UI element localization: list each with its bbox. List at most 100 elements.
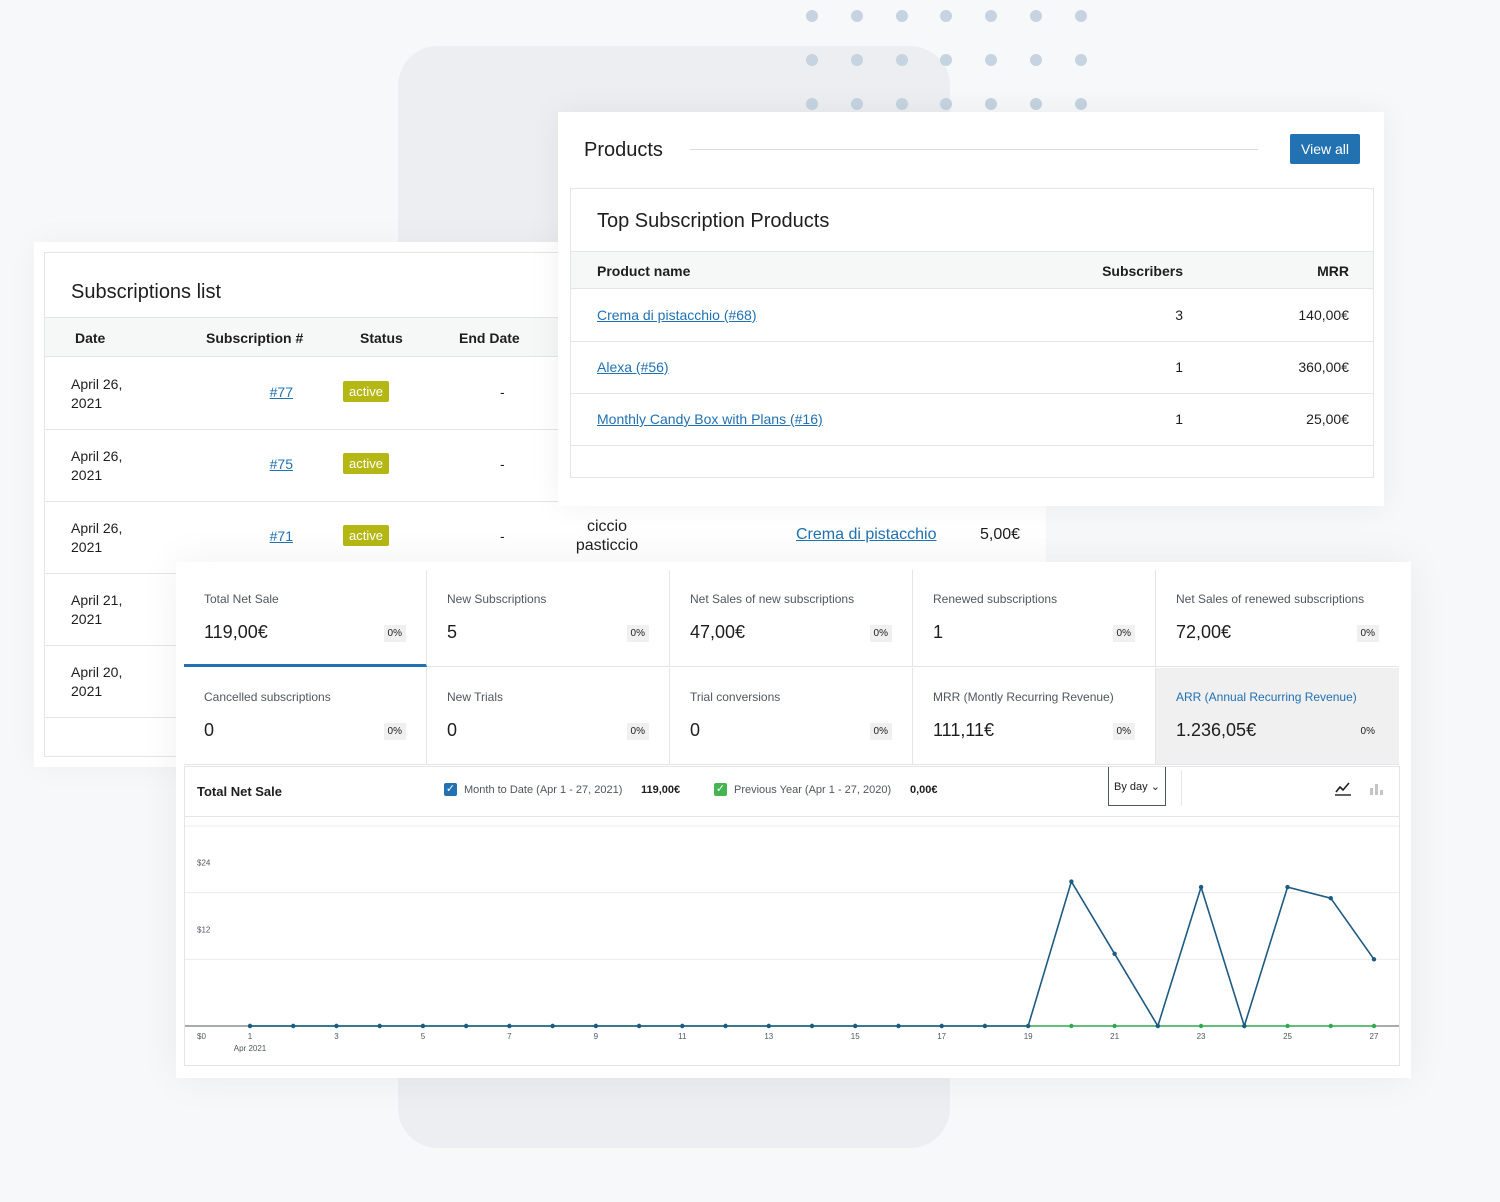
y-tick-label: $24 [197, 859, 211, 868]
data-point-current [334, 1023, 339, 1029]
table-row: Alexa (#56) 1 360,00€ [571, 341, 1373, 394]
stat-label: Trial conversions [690, 690, 781, 704]
x-tick-label: 7 [507, 1032, 512, 1041]
series-line-current [250, 879, 1375, 1029]
data-point-current [766, 1023, 771, 1029]
line-chart-icon[interactable] [1334, 780, 1352, 801]
checkbox-previous-period[interactable]: ✓ [714, 783, 727, 796]
end-date: - [500, 528, 505, 544]
product-link[interactable]: Monthly Candy Box with Plans (#16) [597, 411, 823, 427]
x-tick-label: 23 [1197, 1032, 1206, 1041]
stat-label: Total Net Sale [204, 592, 279, 606]
decorative-dot [895, 54, 908, 66]
legend-current-label: Month to Date (Apr 1 - 27, 2021) [464, 784, 623, 796]
stat-change: 0% [869, 625, 892, 642]
stat-mrr[interactable]: MRR (Montly Recurring Revenue) 111,11€ 0… [913, 668, 1156, 765]
product-link[interactable]: Crema di pistacchio (#68) [597, 307, 757, 323]
data-point-previous [1069, 1023, 1074, 1029]
stat-new-subscriptions[interactable]: New Subscriptions 5 0% [427, 570, 670, 667]
stat-total-net-sale[interactable]: Total Net Sale 119,00€ 0% [184, 570, 427, 667]
data-point-current [1155, 1023, 1161, 1029]
column-date: Date [75, 330, 106, 346]
stat-change: 0% [383, 723, 406, 740]
stat-net-sales-renewed[interactable]: Net Sales of renewed subscriptions 72,00… [1156, 570, 1399, 667]
data-point-current [1242, 1023, 1247, 1029]
interval-select[interactable]: By day ⌄ [1108, 766, 1166, 806]
toolbar-divider [1181, 770, 1182, 806]
row-date: April 26, 2021 [71, 448, 123, 483]
subscriptions-list-panel: Subscriptions list Date Subscription # S… [44, 252, 634, 757]
chart-title: Total Net Sale [197, 784, 283, 799]
checkbox-current-period[interactable]: ✓ [444, 783, 457, 796]
decorative-dot [1030, 54, 1042, 66]
stat-label: New Trials [447, 690, 504, 704]
data-point-previous [1285, 1023, 1290, 1029]
view-all-button[interactable]: View all [1290, 134, 1360, 164]
column-subscribers: Subscribers [1102, 263, 1183, 279]
decorative-dot [985, 54, 998, 66]
decorative-dot [940, 98, 953, 110]
subscription-amount: 5,00€ [980, 526, 1021, 543]
stat-value: 0 [204, 720, 215, 740]
analytics-card: Total Net Sale 119,00€ 0% New Subscripti… [176, 562, 1411, 1078]
stat-renewed-subscriptions[interactable]: Renewed subscriptions 1 0% [913, 570, 1156, 667]
status-badge: active [343, 525, 389, 546]
stat-new-trials[interactable]: New Trials 0 0% [427, 668, 670, 765]
x-tick-label: 19 [1024, 1032, 1033, 1041]
stat-change: 0% [1360, 726, 1375, 737]
stat-label: Renewed subscriptions [933, 592, 1058, 606]
data-point-current [1198, 884, 1204, 890]
bar-chart-icon[interactable] [1368, 780, 1384, 801]
net-sale-line-chart: $0$12$24$3613579111315171921232527Apr 20… [184, 825, 1400, 1053]
product-mrr: 360,00€ [1298, 359, 1349, 375]
data-point-current [593, 1023, 599, 1029]
data-point-current [982, 1023, 988, 1029]
subscription-link[interactable]: #77 [269, 384, 293, 400]
x-month-label: Apr 2021 [234, 1044, 267, 1053]
product-link[interactable]: Alexa (#56) [597, 359, 669, 375]
column-mrr: MRR [1317, 263, 1349, 279]
data-point-current [247, 1023, 253, 1029]
stat-change: 0% [869, 723, 892, 740]
data-point-current [1285, 884, 1290, 890]
products-table-header: Product name Subscribers MRR [571, 251, 1373, 289]
product-mrr: 140,00€ [1298, 307, 1349, 323]
data-point-current [1025, 1023, 1031, 1029]
subscription-link[interactable]: #71 [269, 528, 293, 544]
data-point-current [1069, 879, 1074, 884]
subscribers-count: 1 [1175, 359, 1183, 375]
stat-arr[interactable]: ARR (Annual Recurring Revenue) 1.236,05€… [1156, 668, 1399, 765]
stat-label: Net Sales of renewed subscriptions [1176, 592, 1365, 606]
table-row: April 26, 2021 #75 active - [45, 429, 634, 502]
stat-net-sales-new[interactable]: Net Sales of new subscriptions 47,00€ 0% [670, 570, 913, 667]
x-tick-label: 11 [678, 1032, 687, 1041]
decorative-dot [806, 98, 818, 110]
column-status: Status [360, 330, 403, 346]
stat-label: ARR (Annual Recurring Revenue) [1176, 690, 1357, 704]
stats-grid: Total Net Sale 119,00€ 0% New Subscripti… [184, 570, 1400, 766]
top-products-panel: Top Subscription Products Product name S… [570, 188, 1374, 478]
data-point-previous [1371, 1023, 1377, 1029]
decorative-dot [850, 10, 863, 22]
stat-cancelled-subscriptions[interactable]: Cancelled subscriptions 0 0% [184, 668, 427, 765]
subscription-link[interactable]: #75 [269, 456, 293, 472]
data-point-current [291, 1023, 296, 1029]
stat-trial-conversions[interactable]: Trial conversions 0 0% [670, 668, 913, 765]
data-point-current [420, 1023, 426, 1029]
decorative-dot [895, 98, 908, 110]
data-point-current [1371, 957, 1377, 962]
y-tick-label: $12 [197, 925, 211, 934]
subscriptions-list-title: Subscriptions list [71, 281, 222, 303]
stat-label: Cancelled subscriptions [204, 690, 331, 704]
x-tick-label: 5 [421, 1032, 426, 1041]
decorative-dot [1030, 98, 1042, 110]
product-link[interactable]: Crema di pistacchio [796, 526, 937, 543]
data-point-current [809, 1023, 815, 1029]
subscribers-count: 1 [1175, 411, 1183, 427]
decorative-dot [850, 98, 863, 110]
x-tick-label: 21 [1110, 1032, 1119, 1041]
x-tick-label: 15 [851, 1032, 860, 1041]
decorative-dot [1030, 10, 1042, 22]
x-tick-label: 17 [937, 1032, 946, 1041]
decorative-dot [940, 54, 953, 66]
